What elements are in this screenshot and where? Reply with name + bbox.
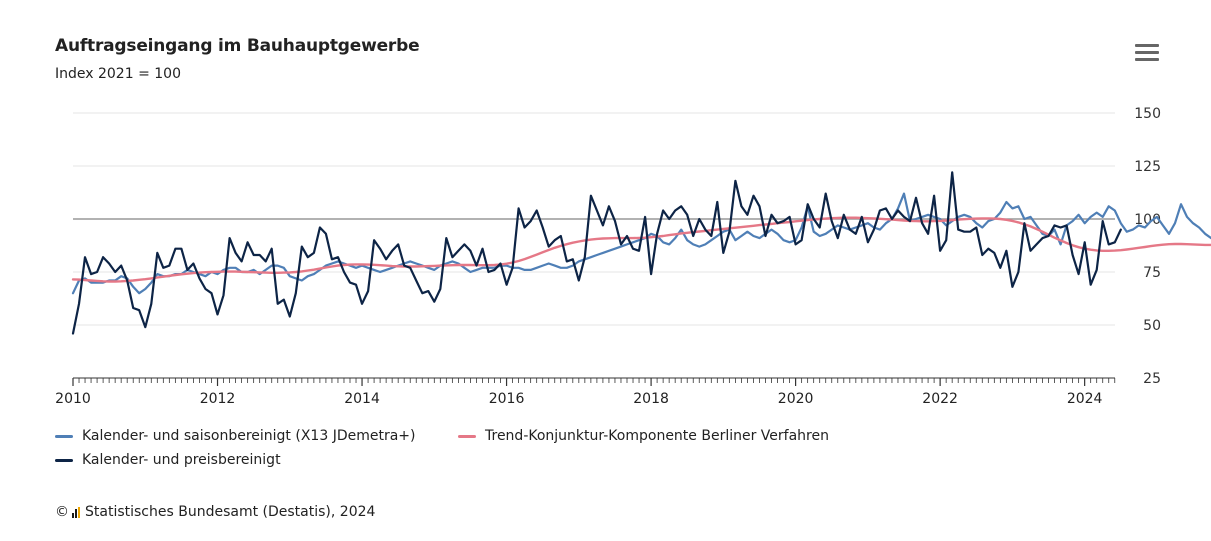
series-layer [71,171,1211,335]
x-tick-label-2012: 2012 [200,391,236,407]
y-tick-label-25: 25 [1143,371,1161,387]
x-tick-label-2010: 2010 [55,391,91,407]
line-chart: 25 50 75 100 125 150 2010 2012 2014 2016 2018 2020… [55,106,1211,407]
y-tick-label-100: 100 [1134,212,1161,228]
x-tick-label-2016: 2016 [489,391,525,407]
y-tick-label-150: 150 [1134,106,1161,122]
series-line-saison[interactable] [71,192,1211,295]
y-axis-labels: 25 50 75 100 125 150 [1134,106,1161,387]
legend-label-trend: Trend-Konjunktur-Komponente Berliner Ver… [485,428,829,444]
x-tick-label-2014: 2014 [344,391,380,407]
legend-item-trend[interactable]: Trend-Konjunktur-Komponente Berliner Ver… [458,428,829,444]
legend-label-saison: Kalender- und saisonbereinigt (X13 JDeme… [82,428,416,444]
legend-swatch-preis [55,458,73,462]
copyright-symbol: © [55,504,69,520]
chart-title: Auftragseingang im Bauhauptgewerbe [55,36,420,56]
legend-item-preis[interactable]: Kalender- und preisbereinigt [55,452,281,468]
y-tick-label-125: 125 [1134,159,1161,175]
legend-swatch-trend [458,434,476,438]
hamburger-menu-icon[interactable] [1135,44,1159,62]
credits-text: Statistisches Bundesamt (Destatis), 2024 [85,504,376,520]
legend-label-preis: Kalender- und preisbereinigt [82,452,281,468]
x-axis: 2010 2012 2014 2016 2018 2020 2022 2024 [55,377,1116,407]
x-tick-label-2024: 2024 [1067,391,1103,407]
x-tick-label-2018: 2018 [633,391,669,407]
legend-swatch-saison [55,434,73,438]
x-tick-label-2020: 2020 [778,391,814,407]
x-tick-label-2022: 2022 [922,391,958,407]
y-tick-label-50: 50 [1143,318,1161,334]
legend-item-saison[interactable]: Kalender- und saisonbereinigt (X13 JDeme… [55,428,415,444]
y-tick-label-75: 75 [1143,265,1161,281]
chart-subtitle: Index 2021 = 100 [55,66,181,82]
destatis-logo-icon [72,506,81,518]
credits[interactable]: © Statistisches Bundesamt (Destatis), 20… [55,504,375,520]
series-line-preis[interactable] [71,171,1122,335]
